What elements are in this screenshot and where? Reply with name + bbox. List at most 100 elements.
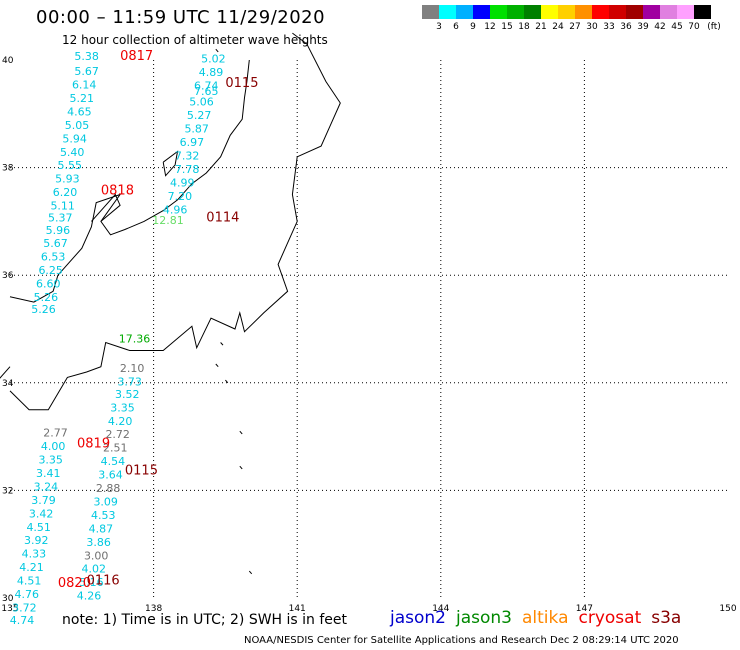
- color-swatch: [456, 5, 473, 19]
- wave-height-label: 3.35: [110, 401, 135, 414]
- color-swatch: [558, 5, 575, 19]
- color-swatch: [660, 5, 677, 19]
- color-scale-label: 42: [654, 22, 666, 32]
- color-scale-label: 12: [484, 22, 496, 32]
- color-swatch: [490, 5, 507, 19]
- latitude-tick-label: 38: [2, 164, 14, 174]
- wave-height-label: 5.05: [65, 119, 90, 132]
- color-swatch: [524, 5, 541, 19]
- color-scale-label: 3: [436, 22, 442, 32]
- wave-height-label: 5.96: [46, 224, 71, 237]
- page-title: 00:00 – 11:59 UTC 11/29/2020: [36, 7, 326, 28]
- color-scale-label: 33: [603, 22, 615, 32]
- color-swatch: [422, 5, 439, 19]
- wave-height-label: 5.87: [184, 123, 209, 136]
- color-swatch: [643, 5, 660, 19]
- color-swatch: [592, 5, 609, 19]
- color-swatch: [575, 5, 592, 19]
- latitude-tick-label: 34: [2, 379, 14, 389]
- wave-height-label: 3.79: [31, 494, 56, 507]
- wave-height-label: 7.32: [175, 150, 200, 163]
- wave-height-label: 12.81: [152, 214, 184, 227]
- coastline-segment: [225, 379, 229, 384]
- wave-height-label: 2.88: [96, 482, 121, 495]
- wave-height-label: 3.72: [12, 602, 37, 615]
- wave-height-label: 5.67: [74, 65, 99, 78]
- longitude-tick-label: 135: [1, 604, 18, 614]
- wave-height-label: 5.16: [79, 576, 104, 589]
- color-scale-label: 39: [637, 22, 649, 32]
- satellite-legend-item: jason3: [456, 608, 512, 628]
- units-note: note: 1) Time is in UTC; 2) SWH is in fe…: [62, 612, 348, 628]
- wave-height-label: 5.11: [50, 200, 75, 213]
- wave-height-label: 7.78: [175, 163, 200, 176]
- wave-height-label: 5.40: [60, 146, 85, 159]
- color-swatch: [626, 5, 643, 19]
- wave-height-label: 3.24: [34, 480, 59, 493]
- wave-height-label: 5.26: [31, 303, 56, 316]
- color-scale-label: 18: [518, 22, 530, 32]
- color-swatch: [439, 5, 456, 19]
- wave-height-label: 6.14: [72, 79, 97, 92]
- color-swatch: [694, 5, 711, 19]
- satellite-legend-item: cryosat: [578, 608, 642, 628]
- wave-height-label: 6.20: [53, 186, 78, 199]
- wave-height-label: 4.02: [82, 563, 107, 576]
- wave-height-label: 3.73: [117, 376, 142, 389]
- wave-height-label: 4.96: [163, 203, 188, 216]
- wave-height-label: 3.86: [86, 536, 111, 549]
- coastline-segment: [239, 430, 243, 435]
- pass-time-label: 0115: [225, 76, 258, 91]
- color-scale-label: 70: [688, 22, 700, 32]
- coastline-segment: [0, 366, 11, 379]
- color-scale-label: 27: [569, 22, 581, 32]
- wave-height-label: 5.55: [58, 159, 83, 172]
- axis-tick-labels: 135 138 141 144 147 150 30 32 34 36 38 40: [1, 56, 736, 614]
- latitude-tick-label: 36: [2, 271, 14, 281]
- pass-time-label: 0115: [125, 463, 158, 478]
- wave-height-label: 4.99: [170, 176, 195, 189]
- wave-height-label: 7.65: [194, 85, 219, 98]
- pass-time-label: 0116: [87, 574, 120, 589]
- wave-height-label: 3.64: [98, 469, 123, 482]
- wave-height-label: 5.37: [48, 211, 73, 224]
- color-swatch: [609, 5, 626, 19]
- wave-height-label: 4.26: [77, 590, 102, 603]
- color-scale-label: 45: [671, 22, 683, 32]
- wave-height-label: 4.33: [22, 548, 47, 561]
- wave-height-label: 5.06: [189, 96, 214, 109]
- wave-height-label: 4.51: [26, 521, 51, 534]
- color-scale-unit: (ft): [707, 22, 721, 32]
- satellite-legend-item: altika: [522, 608, 569, 628]
- wave-height-label: 5.38: [74, 50, 99, 63]
- wave-height-label: 17.36: [119, 333, 151, 346]
- longitude-tick-label: 138: [145, 604, 162, 614]
- pass-time-label: 0820: [58, 576, 91, 591]
- coastline-segment: [215, 363, 219, 368]
- color-scale-label: 30: [586, 22, 598, 32]
- wave-height-label: 5.21: [70, 92, 95, 105]
- wave-height-label: 5.93: [55, 173, 80, 186]
- coastline-segment: [215, 48, 219, 53]
- coastline: [0, 32, 341, 575]
- wave-height-values: 5.385.676.145.214.655.055.945.405.555.93…: [10, 50, 226, 627]
- wave-height-label: 2.10: [120, 362, 145, 375]
- pass-time-label: 0818: [101, 184, 134, 199]
- wave-height-label: 5.02: [201, 53, 226, 66]
- color-swatch: [473, 5, 490, 19]
- credit-line: NOAA/NESDIS Center for Satellite Applica…: [244, 635, 679, 646]
- wave-height-label: 7.20: [168, 190, 193, 203]
- wave-height-label: 6.60: [36, 278, 61, 291]
- latitude-tick-label: 40: [2, 56, 14, 66]
- wave-height-label: 4.20: [108, 415, 133, 428]
- wave-height-label: 4.89: [199, 66, 224, 79]
- wave-height-label: 4.76: [15, 588, 40, 601]
- wave-height-label: 6.25: [38, 264, 63, 277]
- wave-height-label: 3.09: [93, 496, 118, 509]
- longitude-tick-label: 150: [719, 604, 736, 614]
- color-scale-label: 6: [453, 22, 459, 32]
- color-swatch: [541, 5, 558, 19]
- wave-height-label: 5.94: [62, 132, 87, 145]
- color-swatch: [677, 5, 694, 19]
